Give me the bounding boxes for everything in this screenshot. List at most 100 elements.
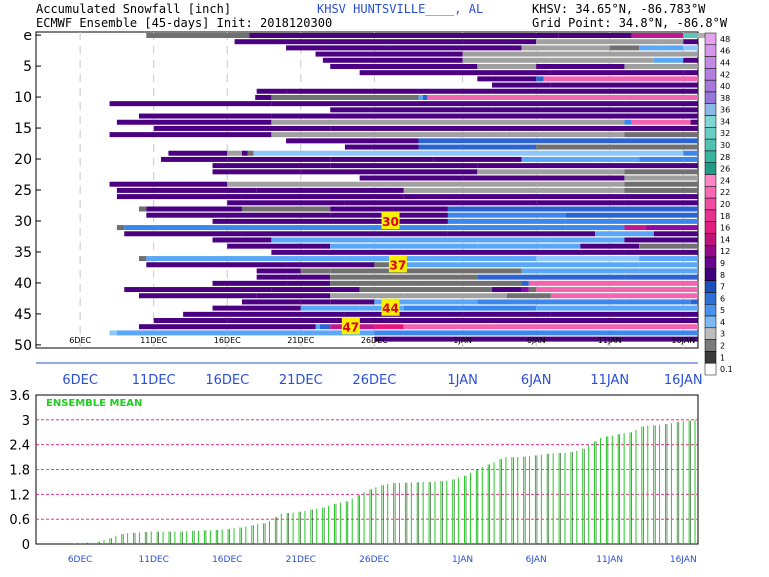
member-bar-segment xyxy=(344,256,419,262)
member-bar-segment xyxy=(447,231,596,237)
colorbar-swatch xyxy=(704,103,717,116)
x-tick-label-small: 16JAN xyxy=(671,336,695,345)
member-bar-segment xyxy=(256,187,404,193)
mean-x-tick-label: 21DEC xyxy=(286,555,316,565)
date-axis-label: 6DEC xyxy=(62,373,98,388)
member-bar-segment xyxy=(403,194,625,200)
colorbar-label: 16 xyxy=(720,224,730,233)
colorbar-swatch xyxy=(704,233,717,246)
member-bar-segment xyxy=(344,200,537,206)
member-bar-segment xyxy=(683,57,698,63)
member-bar-segment xyxy=(330,163,478,169)
colorbar-swatch xyxy=(704,256,717,270)
member-bar-segment xyxy=(624,274,698,280)
member-bar-segment xyxy=(536,181,625,187)
member-bar-segment xyxy=(418,330,596,336)
colorbar-label: 1 xyxy=(720,353,725,362)
colorbar-swatch xyxy=(704,268,717,281)
member-bar-segment xyxy=(477,274,625,280)
member-highlight-label: 47 xyxy=(342,320,359,334)
member-bar-segment xyxy=(536,144,698,150)
member-bar-segment xyxy=(359,287,493,293)
member-bar-segment xyxy=(227,330,316,336)
member-bar-segment xyxy=(565,212,698,218)
member-bar-segment xyxy=(447,237,551,243)
member-bar-segment xyxy=(359,70,493,76)
x-tick-label-small: 11JAN xyxy=(598,336,622,345)
member-bar-segment xyxy=(247,150,254,156)
member-bar-segment xyxy=(624,225,647,231)
colorbar-swatch xyxy=(704,162,717,175)
member-bar-segment xyxy=(521,262,640,268)
member-bar-segment xyxy=(315,324,320,330)
member-bar-segment xyxy=(109,330,117,336)
station-title: KHSV HUNTSVILLE____, AL xyxy=(317,2,484,16)
member-bar-segment xyxy=(477,169,625,175)
member-bar-segment xyxy=(153,125,331,131)
member-bar-segment xyxy=(286,88,419,94)
colorbar-label: 40 xyxy=(720,82,730,91)
member-bar-segment xyxy=(624,181,698,187)
member-bar-segment xyxy=(661,45,684,51)
date-axis-label: 16DEC xyxy=(205,373,249,388)
colorbar-label: 6 xyxy=(720,294,725,303)
colorbar-label: 14 xyxy=(720,235,730,244)
member-bar-segment xyxy=(374,262,390,268)
member-bar-segment xyxy=(624,187,698,193)
y-tick-label: 20 xyxy=(14,152,32,168)
member-bar-segment xyxy=(212,280,287,286)
member-bar-segment xyxy=(330,63,478,69)
member-bar-segment xyxy=(255,94,272,100)
member-bar-segment xyxy=(389,218,448,224)
member-bar-segment xyxy=(146,33,250,38)
mean-x-tick-label: 6DEC xyxy=(68,555,93,565)
member-bar-segment xyxy=(418,256,537,262)
member-bar-segment xyxy=(418,138,698,144)
member-bar-segment xyxy=(624,268,698,274)
member-bar-segment xyxy=(683,39,698,45)
colorbar-swatch xyxy=(704,32,717,46)
colorbar-label: 26 xyxy=(720,165,730,174)
member-bar-segment xyxy=(565,218,698,224)
member-bar-segment xyxy=(646,225,698,231)
member-bar-segment xyxy=(624,63,698,69)
member-bar-segment xyxy=(653,231,698,237)
colorbar-swatch xyxy=(704,292,717,305)
x-tick-label-small: 1JAN xyxy=(453,336,472,345)
member-bar-segment xyxy=(227,156,331,162)
member-bar-segment xyxy=(624,119,632,125)
colorbar-swatch xyxy=(704,138,717,152)
member-bar-segment xyxy=(418,249,522,255)
member-bar-segment xyxy=(271,94,419,100)
colorbar-swatch xyxy=(704,209,717,222)
member-bar-segment xyxy=(286,45,390,51)
member-bar-segment xyxy=(418,88,493,94)
colorbar-swatch xyxy=(704,68,717,81)
colorbar-label: 44 xyxy=(720,58,730,67)
colorbar-label: 32 xyxy=(720,129,730,138)
member-bar-segment xyxy=(322,57,463,63)
y-tick-label: 45 xyxy=(14,307,32,323)
colorbar-swatch xyxy=(704,44,717,57)
colorbar-swatch xyxy=(704,245,717,258)
member-bar-segment xyxy=(631,119,698,125)
member-bar-segment xyxy=(698,33,706,38)
member-bar-segment xyxy=(521,280,529,286)
member-bar-segment xyxy=(300,169,478,175)
member-bar-segment xyxy=(521,287,529,293)
member-bar-segment xyxy=(116,194,242,200)
member-bar-segment xyxy=(536,200,625,206)
member-bar-segment xyxy=(462,311,551,317)
member-bar-segment xyxy=(521,156,640,162)
x-tick-label-small: 6DEC xyxy=(69,336,91,345)
member-bar-segment xyxy=(124,287,272,293)
member-bar-segment xyxy=(374,336,419,342)
member-bar-segment xyxy=(550,293,610,299)
member-bar-segment xyxy=(447,218,566,224)
station-coordinates: KHSV: 34.65°N, -86.783°W xyxy=(532,2,706,16)
member-bar-segment xyxy=(389,181,537,187)
member-bar-segment xyxy=(653,57,684,63)
colorbar-label: 38 xyxy=(720,94,730,103)
date-axis-label: 6JAN xyxy=(521,373,552,388)
member-bar-segment xyxy=(492,318,698,324)
